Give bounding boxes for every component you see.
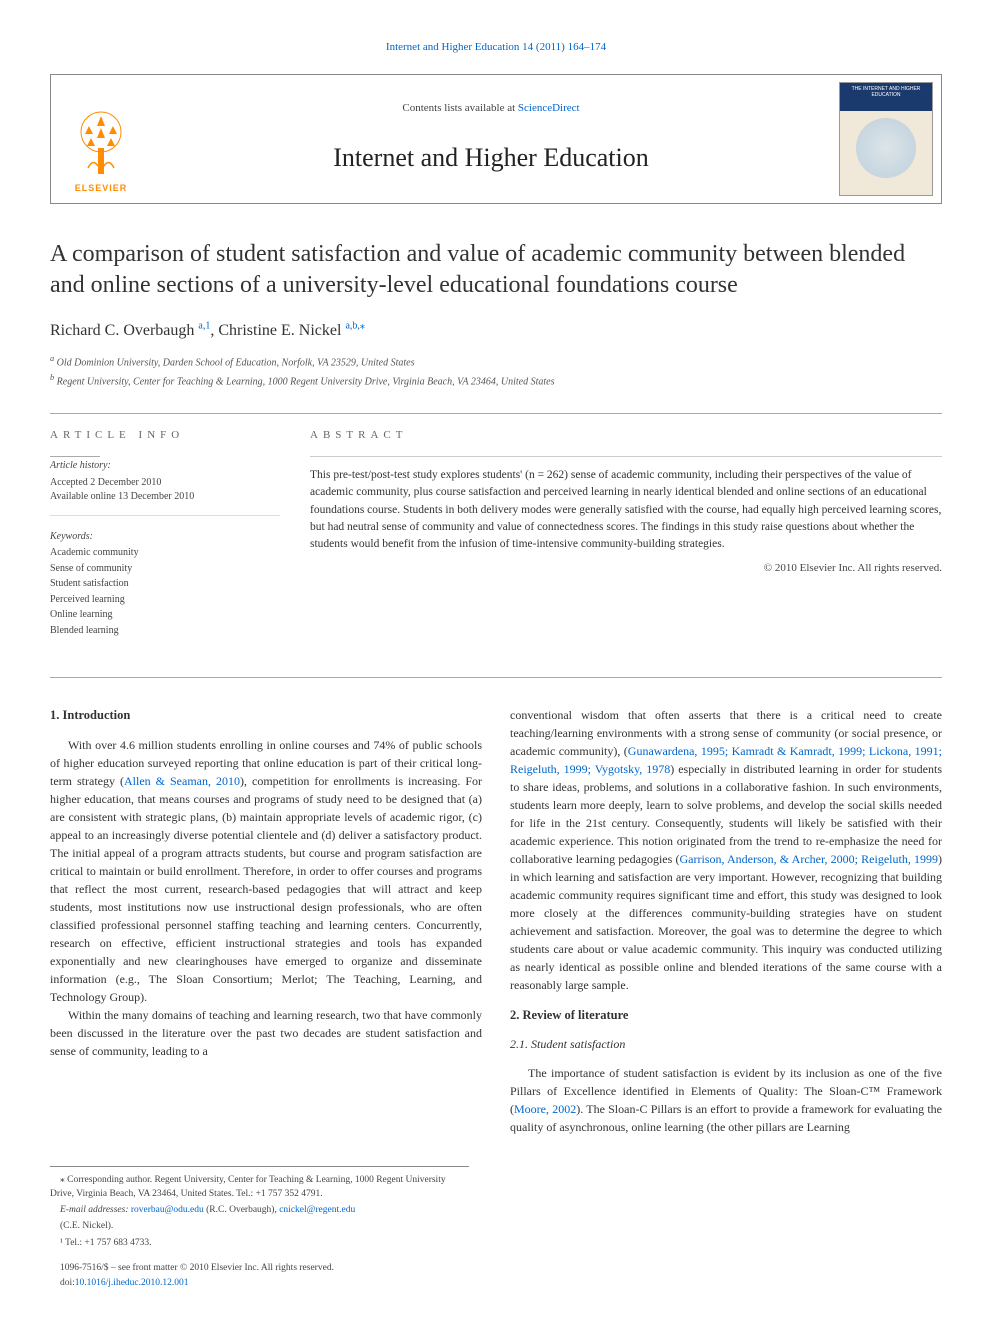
front-matter-line: 1096-7516/$ – see front matter © 2010 El… — [50, 1262, 469, 1275]
body-col-right: conventional wisdom that often asserts t… — [510, 706, 942, 1136]
article-title: A comparison of student satisfaction and… — [50, 239, 942, 301]
journal-cover-cell: THE INTERNET AND HIGHER EDUCATION — [831, 75, 941, 203]
article-info: ARTICLE INFO Article history: Accepted 2… — [50, 428, 280, 663]
publication-footer: 1096-7516/$ – see front matter © 2010 El… — [50, 1262, 469, 1291]
keywords-block: Keywords: Academic community Sense of co… — [50, 530, 280, 650]
affiliation-b: b Regent University, Center for Teaching… — [50, 372, 942, 389]
journal-header: ELSEVIER Contents lists available at Sci… — [50, 74, 942, 204]
tel-footnote: ¹ Tel.: +1 757 683 4733. — [50, 1236, 469, 1250]
divider — [310, 456, 942, 457]
journal-citation-top: Internet and Higher Education 14 (2011) … — [50, 40, 942, 56]
available-online-date: Available online 13 December 2010 — [50, 490, 280, 505]
doi-link[interactable]: 10.1016/j.iheduc.2010.12.001 — [75, 1278, 189, 1288]
citation-link[interactable]: Allen & Seaman, 2010 — [124, 774, 240, 788]
divider — [50, 456, 100, 457]
section-1-para-1: With over 4.6 million students enrolling… — [50, 736, 482, 1006]
email-footnote: E-mail addresses: roverbau@odu.edu (R.C.… — [50, 1203, 469, 1217]
keyword: Perceived learning — [50, 593, 280, 608]
affiliation-a: a Old Dominion University, Darden School… — [50, 353, 942, 370]
journal-name: Internet and Higher Education — [333, 139, 649, 177]
author-1-aff-link[interactable]: a,1 — [198, 321, 210, 332]
keyword: Online learning — [50, 608, 280, 623]
keywords-label: Keywords: — [50, 530, 280, 545]
email-link-1[interactable]: roverbau@odu.edu — [131, 1205, 204, 1215]
info-abstract-row: ARTICLE INFO Article history: Accepted 2… — [50, 413, 942, 678]
elsevier-logo: ELSEVIER — [59, 95, 143, 195]
header-center: Contents lists available at ScienceDirec… — [151, 75, 831, 203]
publisher-logo-cell: ELSEVIER — [51, 75, 151, 203]
publisher-name: ELSEVIER — [75, 182, 128, 195]
authors: Richard C. Overbaugh a,1, Christine E. N… — [50, 319, 942, 342]
author-2-aff-link[interactable]: a,b,⁎ — [345, 321, 364, 332]
body-col-left: 1. Introduction With over 4.6 million st… — [50, 706, 482, 1136]
accepted-date: Accepted 2 December 2010 — [50, 476, 280, 491]
section-1-heading: 1. Introduction — [50, 706, 482, 724]
section-1-para-2: Within the many domains of teaching and … — [50, 1006, 482, 1060]
section-2-1-heading: 2.1. Student satisfaction — [510, 1036, 942, 1053]
keyword: Academic community — [50, 546, 280, 561]
keyword: Sense of community — [50, 562, 280, 577]
article-info-heading: ARTICLE INFO — [50, 428, 280, 444]
keyword: Blended learning — [50, 624, 280, 639]
journal-cover: THE INTERNET AND HIGHER EDUCATION — [839, 82, 933, 196]
sciencedirect-link[interactable]: ScienceDirect — [518, 102, 580, 114]
abstract-heading: ABSTRACT — [310, 428, 942, 444]
section-1-para-3: conventional wisdom that often asserts t… — [510, 706, 942, 994]
email-link-2[interactable]: cnickel@regent.edu — [279, 1205, 355, 1215]
citation-link[interactable]: Moore, 2002 — [514, 1102, 576, 1116]
cover-globe-icon — [856, 118, 916, 178]
section-2-heading: 2. Review of literature — [510, 1006, 942, 1024]
abstract-text: This pre-test/post-test study explores s… — [310, 467, 942, 553]
body-columns: 1. Introduction With over 4.6 million st… — [50, 706, 942, 1136]
elsevier-tree-icon — [71, 108, 131, 178]
doi-line: doi:10.1016/j.iheduc.2010.12.001 — [50, 1277, 469, 1290]
history-label: Article history: — [50, 459, 280, 474]
email-name-2: (C.E. Nickel). — [50, 1219, 469, 1233]
corresponding-author-footnote: ⁎ Corresponding author. Regent Universit… — [50, 1173, 469, 1202]
author-2: Christine E. Nickel a,b,⁎ — [218, 322, 365, 339]
section-2-1-para-1: The importance of student satisfaction i… — [510, 1064, 942, 1136]
abstract: ABSTRACT This pre-test/post-test study e… — [310, 428, 942, 663]
keywords-list: Academic community Sense of community St… — [50, 546, 280, 638]
journal-citation-link[interactable]: Internet and Higher Education 14 (2011) … — [386, 41, 606, 53]
abstract-copyright: © 2010 Elsevier Inc. All rights reserved… — [310, 561, 942, 577]
citation-link[interactable]: Garrison, Anderson, & Archer, 2000; Reig… — [679, 852, 938, 866]
contents-lists-line: Contents lists available at ScienceDirec… — [402, 101, 579, 117]
keyword: Student satisfaction — [50, 577, 280, 592]
author-1: Richard C. Overbaugh a,1 — [50, 322, 210, 339]
footnotes: ⁎ Corresponding author. Regent Universit… — [50, 1166, 469, 1291]
affiliations: a Old Dominion University, Darden School… — [50, 353, 942, 390]
cover-title: THE INTERNET AND HIGHER EDUCATION — [840, 86, 932, 98]
article-history: Article history: Accepted 2 December 201… — [50, 459, 280, 516]
